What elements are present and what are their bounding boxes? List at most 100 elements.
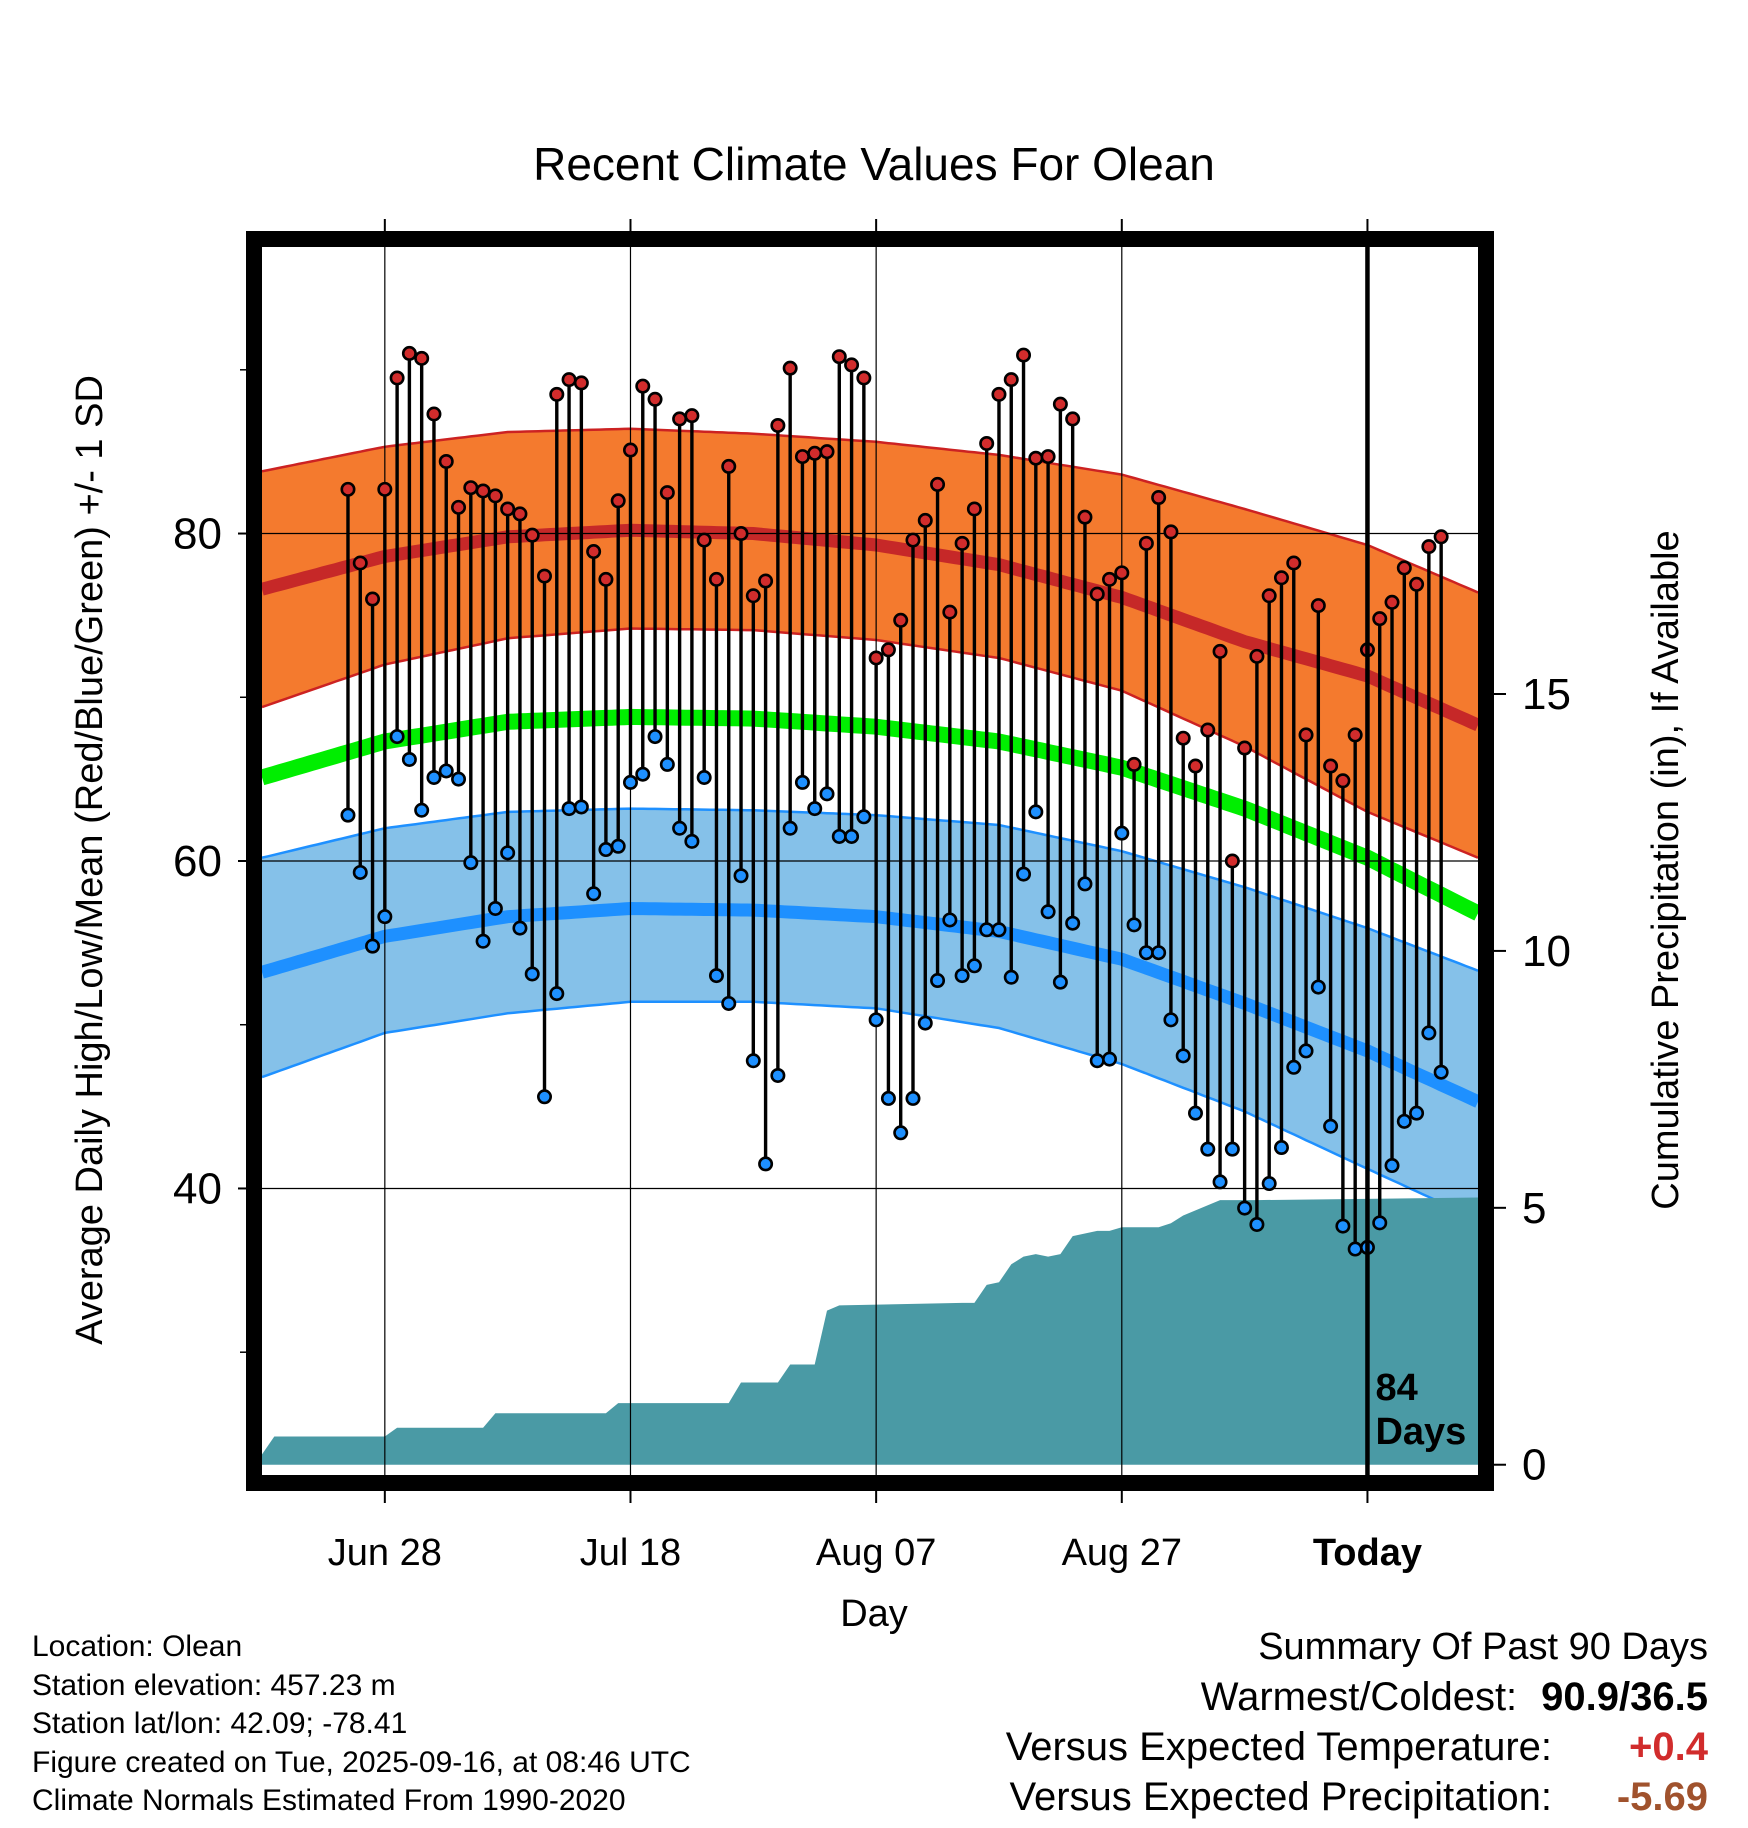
- daily-low-point: [586, 886, 602, 902]
- normal-high-upper-edge: [262, 427, 1478, 594]
- daily-high-point: [1151, 490, 1167, 506]
- daily-low-point: [1298, 1043, 1314, 1059]
- daily-low-point: [561, 801, 577, 817]
- daily-low-point: [1409, 1105, 1425, 1121]
- daily-low-point: [733, 868, 749, 884]
- daily-high-point: [758, 573, 774, 589]
- daily-high-point: [782, 360, 798, 376]
- daily-high-point: [426, 406, 442, 422]
- daily-high-point: [389, 370, 405, 386]
- daily-high-point: [500, 501, 516, 517]
- x-tick-label: Aug 27: [1062, 1532, 1182, 1574]
- daily-low-point: [1187, 1105, 1203, 1121]
- daily-low-point: [414, 802, 430, 818]
- daily-high-point: [917, 512, 933, 528]
- daily-low-point: [1089, 1053, 1105, 1069]
- daily-high-point: [880, 642, 896, 658]
- daily-low-point: [365, 938, 381, 954]
- daily-low-point: [1421, 1025, 1437, 1041]
- y-tick-label: 40: [173, 1164, 222, 1213]
- daily-high-point: [1089, 586, 1105, 602]
- daily-high-point: [1212, 643, 1228, 659]
- daily-high-point: [1028, 450, 1044, 466]
- daily-low-point: [340, 807, 356, 823]
- daily-high-point: [365, 591, 381, 607]
- daily-high-point: [745, 588, 761, 604]
- daily-low-point: [844, 828, 860, 844]
- x-tick-label: Aug 07: [816, 1532, 936, 1574]
- daily-low-point: [1286, 1059, 1302, 1075]
- daily-high-point: [512, 506, 528, 522]
- daily-high-point: [794, 449, 810, 465]
- station-info: Location: Olean Station elevation: 457.2…: [32, 1628, 691, 1821]
- daily-high-point: [622, 442, 638, 458]
- daily-high-point: [1372, 611, 1388, 627]
- daily-low-point: [401, 751, 417, 767]
- daily-high-point: [819, 444, 835, 460]
- y2-tick-label: 15: [1522, 670, 1571, 719]
- daily-high-point: [1433, 529, 1449, 545]
- daily-low-point: [1372, 1215, 1388, 1231]
- daily-high-point: [1163, 524, 1179, 540]
- daily-high-point: [647, 391, 663, 407]
- normal-low-line: [262, 901, 1478, 1108]
- daily-high-point: [1310, 598, 1326, 614]
- daily-high-point: [942, 604, 958, 620]
- temp-anomaly-value: +0.4: [1629, 1725, 1708, 1769]
- daily-high-point: [831, 349, 847, 365]
- daily-high-point: [352, 555, 368, 571]
- days-count-line: Days: [1375, 1411, 1466, 1453]
- daily-low-point: [500, 845, 516, 861]
- daily-low-point: [708, 968, 724, 984]
- daily-high-point: [1065, 411, 1081, 427]
- daily-low-point: [880, 1090, 896, 1106]
- daily-low-point: [1114, 825, 1130, 841]
- daily-low-point: [377, 909, 393, 925]
- daily-high-point: [438, 453, 454, 469]
- daily-low-point: [770, 1067, 786, 1083]
- summary-heading: Summary Of Past 90 Days: [1258, 1626, 1708, 1668]
- daily-low-point: [954, 968, 970, 984]
- daily-high-point: [1261, 588, 1277, 604]
- daily-high-point: [659, 485, 675, 501]
- daily-high-point: [1249, 648, 1265, 664]
- daily-high-point: [340, 481, 356, 497]
- daily-high-point: [1384, 594, 1400, 610]
- daily-low-point: [782, 820, 798, 836]
- daily-high-point: [893, 612, 909, 628]
- daily-high-point: [487, 488, 503, 504]
- temp-anomaly-row: Versus Expected Temperature: +0.4: [1006, 1722, 1708, 1772]
- daily-high-point: [708, 571, 724, 587]
- daily-high-point: [1052, 396, 1068, 412]
- daily-low-point: [966, 958, 982, 974]
- x-tick-label: Jul 18: [580, 1532, 681, 1574]
- daily-low-point: [463, 855, 479, 871]
- summary-panel: Summary Of Past 90 Days Warmest/Coldest:…: [1006, 1622, 1708, 1822]
- daily-high-point: [586, 544, 602, 560]
- daily-low-point: [1237, 1200, 1253, 1216]
- daily-low-point: [991, 922, 1007, 938]
- daily-low-point: [475, 933, 491, 949]
- x-tick-label: Today: [1313, 1532, 1422, 1574]
- daily-high-point: [1200, 722, 1216, 738]
- daily-high-point: [463, 480, 479, 496]
- daily-high-point: [868, 650, 884, 666]
- y2-axis-label: Cumulative Precipitation (in), If Availa…: [1645, 530, 1687, 1209]
- daily-high-point: [524, 527, 540, 543]
- elevation-text: Station elevation: 457.23 m: [32, 1668, 396, 1702]
- daily-low-point: [451, 771, 467, 787]
- chart-title: Recent Climate Values For Olean: [533, 138, 1215, 190]
- daily-low-point: [1261, 1176, 1277, 1192]
- daily-low-point: [1323, 1118, 1339, 1134]
- warmest-coldest-value: 90.9/36.5: [1541, 1675, 1708, 1719]
- daily-low-point: [758, 1156, 774, 1172]
- daily-low-point: [1433, 1064, 1449, 1080]
- daily-low-point: [868, 1012, 884, 1028]
- daily-high-point: [1016, 347, 1032, 363]
- daily-high-point: [721, 458, 737, 474]
- daily-low-point: [807, 801, 823, 817]
- daily-low-point: [819, 786, 835, 802]
- daily-low-point: [1003, 969, 1019, 985]
- precip-anomaly-label: Versus Expected Precipitation:: [1009, 1775, 1552, 1819]
- daily-low-point: [1200, 1141, 1216, 1157]
